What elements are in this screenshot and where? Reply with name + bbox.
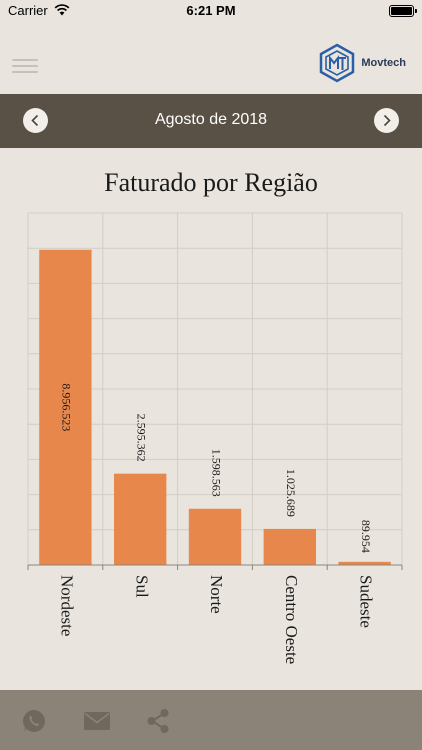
bar-value-label: 1.598.563: [209, 449, 223, 497]
bar-value-label: 2.595.362: [134, 414, 148, 462]
movtech-logo-icon: [317, 43, 357, 83]
chart-title: Faturado por Região: [0, 168, 422, 198]
category-label: Centro Oeste: [282, 575, 301, 664]
bar-value-label: 1.025.689: [284, 469, 298, 517]
month-label: Agosto de 2018: [0, 111, 422, 129]
status-bar: Carrier 6:21 PM: [0, 0, 422, 22]
bar-value-label: 8.956.523: [60, 383, 74, 431]
bar-2[interactable]: [189, 509, 241, 565]
next-month-button[interactable]: [374, 108, 399, 133]
bar-3[interactable]: [264, 529, 316, 565]
bar-chart: 8.956.523 Nordeste 2.595.362 Sul 1.598.563 No…: [0, 205, 422, 685]
app-header: Movtech: [0, 22, 422, 94]
whatsapp-icon[interactable]: [21, 708, 47, 734]
mail-icon[interactable]: [83, 708, 111, 734]
status-time: 6:21 PM: [0, 3, 422, 18]
category-label: Sudeste: [357, 575, 376, 628]
footer-bar: [0, 690, 422, 750]
menu-button[interactable]: [12, 57, 38, 75]
logo-text: Movtech: [361, 57, 406, 69]
month-nav-bar: Agosto de 2018: [0, 94, 422, 148]
bar-1[interactable]: [114, 474, 166, 565]
logo: Movtech: [317, 43, 406, 83]
category-label: Nordeste: [57, 575, 76, 636]
category-label: Norte: [207, 575, 226, 614]
chevron-right-icon: [374, 108, 399, 133]
category-label: Sul: [132, 575, 151, 598]
battery-icon: [389, 5, 414, 17]
bar-value-label: 89.954: [359, 520, 373, 553]
share-icon[interactable]: [145, 708, 171, 734]
